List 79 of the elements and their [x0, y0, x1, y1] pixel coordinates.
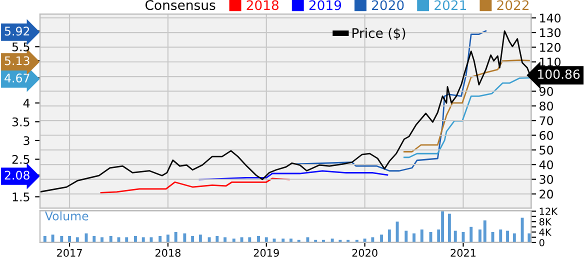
text: 0	[539, 238, 544, 246]
y-tick-label: 3	[24, 136, 30, 146]
bar	[404, 230, 408, 242]
x-tick-label: 2017	[57, 248, 82, 257]
y2-tick-label: 110	[540, 58, 561, 67]
bar	[448, 214, 451, 242]
y-tick-label: 5.13	[4, 56, 30, 66]
y-tick-label: 4.67	[4, 74, 30, 82]
legend-label: 2020	[372, 0, 404, 10]
bar	[380, 234, 384, 242]
bar	[420, 229, 424, 242]
y-tick-label: 5.92	[4, 26, 30, 36]
legend-label: 2018	[246, 0, 278, 10]
legend-label: Price ($)	[352, 28, 406, 40]
y2-tick-label: 40	[539, 160, 554, 170]
x-tick-label: 2018	[155, 248, 180, 257]
y-tick-label: 3.5	[12, 117, 30, 126]
bar	[60, 236, 64, 242]
line-series	[403, 60, 530, 152]
bar	[216, 236, 219, 242]
data-label: 100.86	[538, 69, 580, 79]
text: 12K	[540, 208, 558, 215]
y2-tick-label: 60	[540, 130, 554, 140]
y-tick-label: 2.5	[12, 154, 30, 164]
bar	[441, 211, 444, 242]
bar	[134, 236, 137, 242]
bar	[51, 234, 54, 242]
x-tick-label: 2021	[450, 248, 476, 257]
x-tick-label: 2019	[254, 248, 279, 257]
y2-tick-label: 90	[540, 86, 554, 96]
bar	[43, 236, 46, 242]
bar	[68, 236, 72, 242]
bar	[92, 236, 96, 242]
y2-tick-label: 140	[540, 14, 561, 23]
legend-label: 2019	[309, 0, 342, 10]
bar	[191, 236, 194, 242]
bar	[232, 238, 236, 242]
bar	[282, 238, 285, 242]
y-tick-label: 4	[23, 98, 30, 108]
line-series	[403, 77, 530, 158]
bar	[412, 233, 416, 242]
text: 4K	[539, 228, 552, 236]
bar	[363, 238, 366, 242]
bar	[454, 230, 457, 242]
legend-label: 2022	[497, 0, 529, 10]
bar	[257, 236, 260, 242]
bar	[499, 229, 502, 242]
bar	[470, 226, 473, 242]
bar	[396, 222, 399, 242]
legend-title: Consensus	[146, 0, 216, 10]
bar	[166, 234, 170, 242]
bar	[520, 218, 524, 242]
y-tick-label: 2.08	[4, 170, 30, 180]
bar	[183, 233, 186, 242]
y2-tick-label: 20	[540, 190, 554, 199]
bar	[478, 229, 482, 242]
bar	[506, 230, 509, 242]
legend-label: 2021	[434, 0, 466, 10]
bar	[174, 232, 178, 242]
y2-tick-label: 50	[540, 146, 554, 155]
bar	[483, 220, 486, 242]
y2-tick-label: 30	[540, 174, 554, 184]
y-tick-label: 1.5	[12, 192, 30, 202]
text: 8K	[539, 218, 552, 226]
bar	[198, 234, 202, 242]
y2-tick-label: 70	[540, 116, 554, 126]
annotation: Volume	[45, 211, 88, 220]
bar	[290, 238, 292, 242]
bar	[388, 229, 391, 242]
bar	[512, 233, 516, 242]
bar	[528, 233, 531, 242]
y2-tick-label: 120	[540, 42, 561, 52]
bar	[109, 236, 112, 242]
y-tick-label: 5.5	[12, 42, 30, 52]
y2-tick-label: 130	[540, 28, 561, 38]
bar	[158, 236, 162, 242]
y2-tick-label: 80	[540, 102, 554, 111]
x-tick-label: 2020	[352, 248, 378, 257]
bar	[330, 238, 334, 242]
